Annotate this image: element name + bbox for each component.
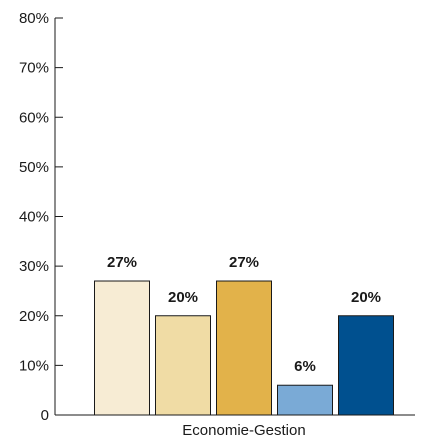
y-tick-label: 30%: [19, 258, 49, 275]
bar-1: [94, 280, 150, 416]
bar-2: [155, 315, 211, 416]
data-label-5: 20%: [351, 289, 381, 306]
bar-series: [94, 280, 394, 416]
bar-3: [216, 280, 272, 416]
y-axis: 0 10% 20% 30% 40% 50% 60% 70% 80%: [19, 10, 63, 424]
x-axis: Economie-Gestion: [55, 414, 415, 439]
y-tick-label: 0: [41, 407, 49, 424]
y-tick-label: 20%: [19, 308, 49, 325]
category-label: Economie-Gestion: [182, 422, 305, 439]
y-tick-label: 10%: [19, 357, 49, 374]
y-tick-label: 70%: [19, 60, 49, 77]
y-tick-label: 40%: [19, 209, 49, 226]
data-labels: 27% 20% 27% 6% 20%: [107, 254, 381, 375]
data-label-2: 20%: [168, 289, 198, 306]
bar-5: [338, 315, 394, 416]
data-label-3: 27%: [229, 254, 259, 271]
y-tick-label: 80%: [19, 10, 49, 27]
y-tick-label: 60%: [19, 109, 49, 126]
y-tick-label: 50%: [19, 159, 49, 176]
bar-4: [277, 384, 333, 416]
data-label-1: 27%: [107, 254, 137, 271]
data-label-4: 6%: [294, 358, 316, 375]
